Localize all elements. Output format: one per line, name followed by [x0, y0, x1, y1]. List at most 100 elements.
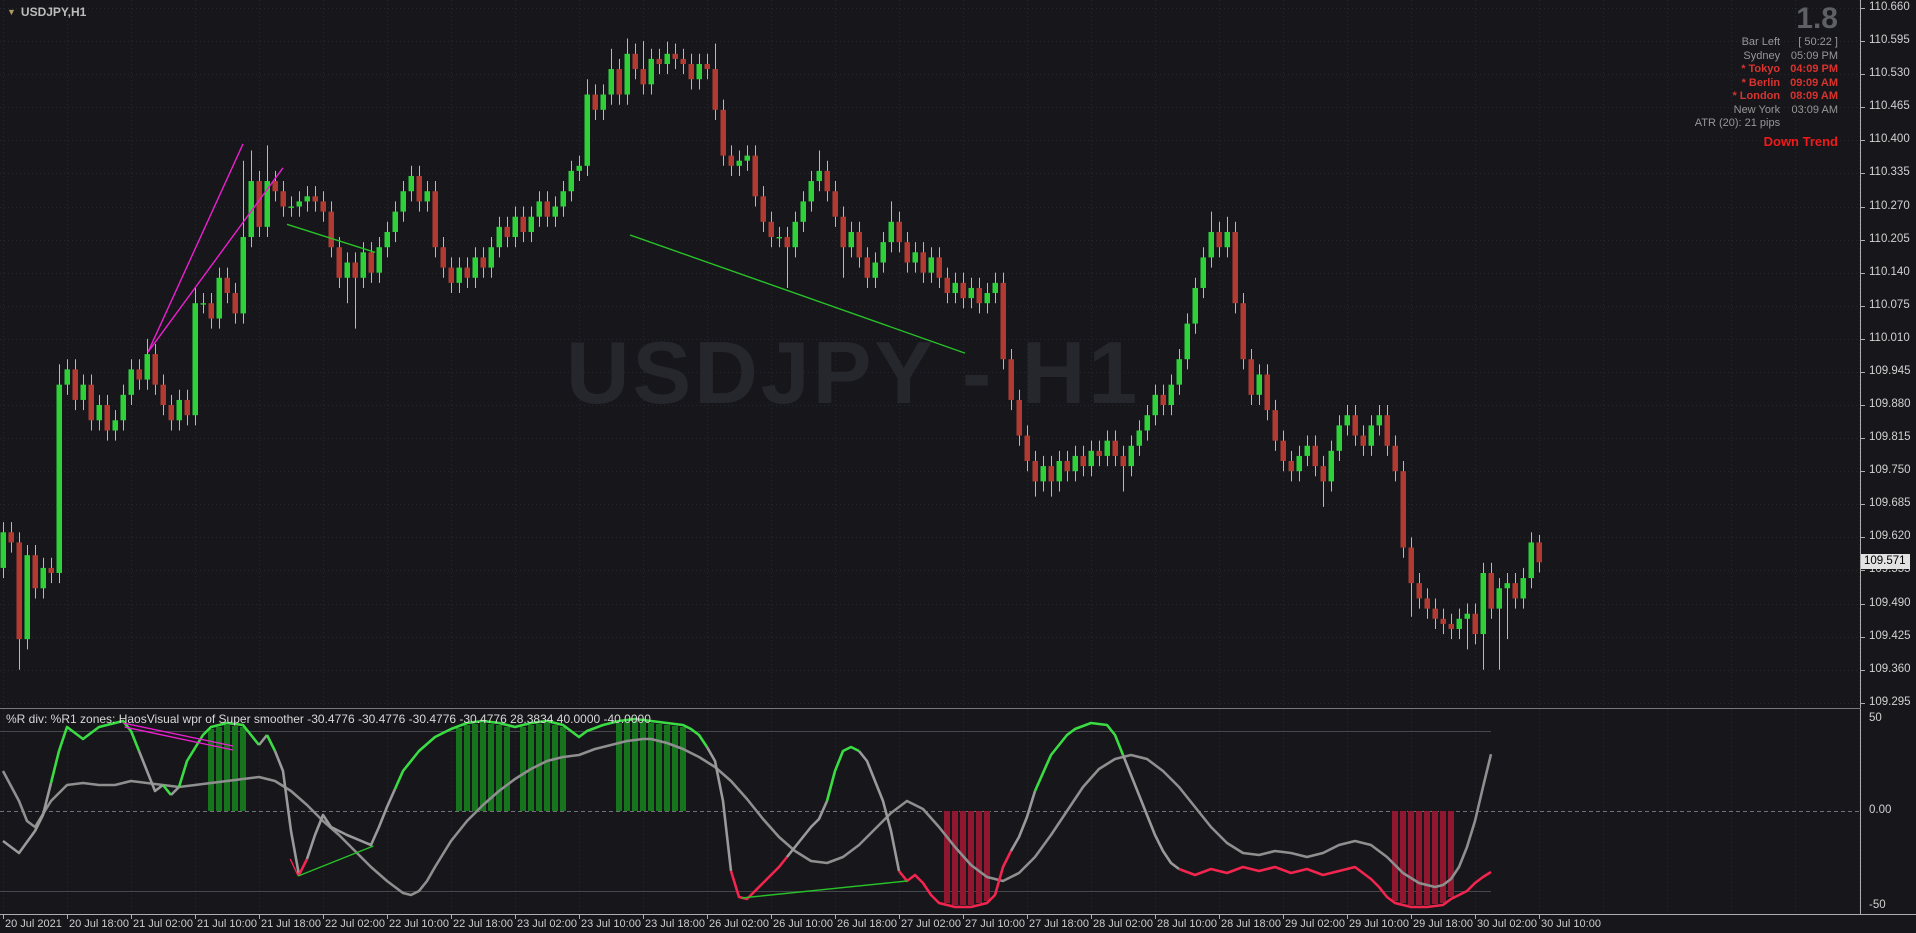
price-tick: [1861, 240, 1865, 241]
candle-down: [760, 196, 766, 222]
panel-separator[interactable]: [0, 708, 1861, 709]
zone-bar-green: [552, 725, 558, 811]
session-clock-list: Bar Left [ 50:22 ] Sydney 05:09 PM * Tokyo 04…: [1695, 36, 1838, 131]
chevron-down-icon[interactable]: ▼: [7, 7, 16, 17]
time-label: 22 Jul 02:00: [325, 918, 385, 930]
osc-trendline: [122, 722, 234, 747]
candle-down: [256, 181, 262, 227]
time-tick: [1347, 915, 1348, 919]
candle-down: [1472, 613, 1478, 635]
candle-down: [1312, 445, 1318, 467]
time-tick: [707, 915, 708, 919]
price-label: 109.620: [1869, 530, 1911, 542]
candle-up: [1336, 425, 1342, 451]
candle-down: [840, 216, 846, 248]
candle-bodies: [0, 53, 1542, 640]
osc-zones: [208, 721, 1454, 905]
candle-up: [1520, 578, 1526, 599]
symbol-text: USDJPY,H1: [20, 5, 87, 19]
osc-main-line: [2, 717, 1492, 909]
candle-down: [16, 542, 22, 640]
osc-trendline: [297, 845, 374, 877]
time-label: 30 Jul 02:00: [1477, 918, 1537, 930]
candle-up: [1192, 287, 1198, 324]
candle-up: [1144, 415, 1150, 431]
candle-up: [952, 282, 958, 294]
time-label: 26 Jul 02:00: [709, 918, 769, 930]
price-label: 110.010: [1869, 332, 1910, 344]
candle-up: [1456, 618, 1462, 629]
zone-bar-green: [464, 725, 470, 811]
candle-up: [888, 221, 894, 243]
candle-up: [496, 226, 502, 248]
candle-down: [864, 257, 870, 278]
zone-bar-red: [1448, 811, 1454, 897]
candle-up: [40, 567, 46, 589]
candle-down: [1160, 394, 1166, 406]
zone-bar-red: [976, 811, 982, 903]
price-tick: [1861, 637, 1865, 638]
price-axis[interactable]: 110.660 110.595 110.530 110.465 110.400 110.3…: [1860, 0, 1916, 914]
price-chart-area[interactable]: [0, 0, 1862, 709]
candle-down: [480, 257, 486, 268]
candle-up: [1104, 440, 1110, 456]
candle-up: [600, 94, 606, 110]
candle-up: [392, 211, 398, 232]
info-value: 03:09 AM: [1791, 103, 1838, 116]
candle-up: [144, 354, 150, 380]
price-tick: [1861, 306, 1865, 307]
candle-down: [1064, 461, 1070, 472]
candle-down: [312, 196, 318, 202]
time-tick: [771, 915, 772, 919]
candle-down: [1240, 303, 1246, 360]
indicator-panel[interactable]: [0, 710, 1862, 914]
candle-up: [248, 181, 254, 238]
candle-down: [1096, 450, 1102, 456]
candle-up: [80, 384, 86, 400]
candle-up: [1328, 450, 1334, 482]
candle-down: [32, 555, 38, 589]
candle-up: [512, 216, 518, 238]
zone-bar-green: [672, 726, 678, 811]
symbol-timeframe-label[interactable]: ▼ USDJPY,H1: [7, 5, 86, 19]
time-label: 21 Jul 10:00: [197, 918, 257, 930]
candle-up: [536, 201, 542, 217]
zone-bar-red: [944, 811, 950, 903]
time-tick: [1411, 915, 1412, 919]
candle-up: [1152, 394, 1158, 416]
time-label: 23 Jul 10:00: [581, 918, 641, 930]
zone-bar-green: [640, 722, 646, 811]
candle-down: [544, 201, 550, 217]
candle-up: [744, 155, 750, 161]
osc-scale-label: -50: [1869, 899, 1886, 911]
candle-down: [944, 277, 950, 294]
candle-up: [800, 201, 806, 222]
zone-bar-red: [1440, 811, 1446, 903]
zone-bar-green: [648, 723, 654, 811]
main-grid: [0, 0, 1860, 709]
time-tick: [1539, 915, 1540, 919]
time-axis[interactable]: 20 Jul 2021 20 Jul 18:00 21 Jul 02:00 21 Ju…: [0, 914, 1916, 933]
time-label: 22 Jul 18:00: [453, 918, 513, 930]
candle-down: [1288, 461, 1294, 472]
candle-down: [1400, 471, 1406, 548]
info-label: * Berlin: [1741, 76, 1781, 89]
candle-down: [336, 247, 342, 278]
info-value: [ 50:22 ]: [1798, 36, 1838, 48]
candle-up: [1464, 613, 1470, 619]
price-trendline: [286, 223, 376, 253]
candle-up: [408, 175, 414, 192]
info-row: Bar Left [ 50:22 ]: [1695, 36, 1838, 50]
info-row: * London 08:09 AM: [1695, 90, 1838, 104]
price-tick: [1861, 703, 1865, 704]
candle-down: [280, 191, 286, 207]
candle-up: [24, 555, 30, 640]
candle-up: [376, 247, 382, 273]
candle-down: [504, 226, 510, 238]
candle-down: [224, 277, 230, 294]
candle-down: [1320, 466, 1326, 482]
price-label: 110.400: [1869, 133, 1910, 145]
candle-up: [1504, 583, 1510, 589]
candle-up: [624, 53, 630, 95]
